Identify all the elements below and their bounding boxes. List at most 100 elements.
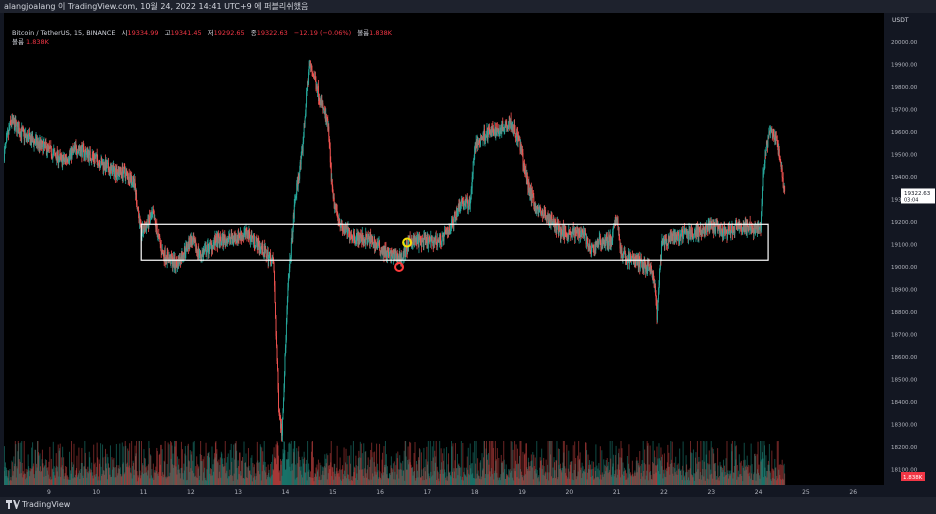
candle-body (201, 252, 203, 259)
candle-body (209, 242, 211, 244)
candle-body (400, 252, 402, 262)
volume-bar (776, 475, 778, 485)
y-tick-label: 19700.00 (891, 108, 918, 114)
candle-body (309, 63, 311, 67)
volume-bar (476, 478, 478, 485)
volume-bar (244, 462, 246, 485)
candle-body (328, 136, 330, 144)
candle-body (298, 178, 300, 180)
candle-body (294, 198, 296, 200)
volume-bar (194, 476, 196, 485)
volume-bar (296, 448, 298, 485)
volume-bar (710, 469, 712, 485)
volume-bar (454, 460, 456, 485)
volume-bar (282, 449, 284, 485)
volume-bar (292, 448, 294, 485)
candle-body (321, 103, 323, 104)
candle-body (4, 149, 5, 161)
volume-bar (499, 480, 501, 485)
candle-body (408, 238, 410, 249)
chart-area[interactable]: USDT 18100.00 18200.00 18300.00 18400.00 1850… (4, 13, 936, 497)
candle-body (81, 145, 83, 157)
volume-bar (144, 472, 146, 485)
y-tick-label: 19900.00 (891, 63, 918, 69)
candle-body (480, 137, 482, 138)
candle-body (697, 229, 699, 237)
volume-bar (687, 469, 689, 485)
candle-body (501, 121, 503, 125)
volume-bar (156, 450, 158, 485)
volume-bar (728, 470, 730, 485)
volume-bar (111, 469, 113, 485)
volume-bar (711, 473, 713, 485)
volume-bar (462, 442, 464, 485)
candle-body (419, 237, 421, 240)
candle-body (51, 155, 53, 157)
candle-body (128, 173, 130, 184)
candle-body (94, 157, 96, 159)
volume-bar (768, 464, 770, 485)
candle-body (211, 245, 213, 251)
volume-bar (590, 469, 592, 485)
candle-body (464, 199, 466, 204)
candle-body (132, 178, 134, 182)
volume-bar (501, 462, 503, 485)
y-tick-label: 19800.00 (891, 85, 918, 91)
price-chart[interactable]: USDT18100.0018200.0018300.0018400.001850… (4, 13, 936, 497)
volume-bar (389, 475, 391, 485)
volume-bar (65, 466, 67, 485)
candle-body (459, 207, 461, 210)
volume-bar (665, 477, 667, 485)
volume-bar (136, 471, 138, 485)
volume-bar (495, 459, 497, 485)
candle-body (212, 245, 213, 250)
volume-bar (180, 468, 182, 485)
volume-bar (484, 474, 486, 485)
candle-body (623, 251, 625, 253)
candle-body (616, 217, 618, 225)
candle-body (187, 242, 189, 248)
candle-body (633, 262, 635, 265)
volume-bar (45, 459, 47, 485)
candle-body (322, 108, 324, 110)
volume-bar (588, 464, 590, 485)
volume-bar (708, 479, 710, 485)
candle-body (379, 247, 381, 251)
candle-body (282, 411, 284, 420)
volume-bar (634, 470, 636, 485)
candle-body (648, 264, 650, 266)
volume-bar (64, 476, 66, 485)
volume-bar (552, 467, 554, 485)
candle-body (247, 230, 249, 239)
candle-body (25, 133, 27, 135)
candle-body (584, 234, 586, 237)
volume-bar (246, 466, 248, 485)
candle-body (245, 229, 246, 235)
volume-bar (167, 477, 169, 485)
tradingview-logo[interactable]: TradingView (6, 500, 70, 509)
candle-body (699, 230, 701, 232)
volume-bar (677, 463, 679, 485)
volume-bar (302, 477, 304, 485)
volume-bar (12, 475, 14, 485)
candle-body (353, 233, 355, 235)
candle-body (303, 123, 305, 138)
candle-body (500, 128, 502, 134)
volume-bar (117, 468, 119, 485)
candle-body (526, 176, 528, 184)
candle-body (31, 134, 33, 144)
volume-bar (548, 472, 550, 485)
candle-body (688, 228, 690, 237)
volume-bar (153, 479, 155, 485)
candle-body (448, 228, 450, 235)
volume-bar (283, 441, 285, 485)
volume-bar (511, 441, 513, 485)
volume-bar (198, 480, 200, 485)
volume-bar (66, 479, 68, 485)
candle-body (346, 225, 347, 228)
volume-bar (560, 470, 562, 485)
candle-body (442, 232, 444, 237)
volume-bar (341, 480, 343, 485)
candle-body (434, 240, 436, 244)
candle-body (170, 254, 172, 264)
